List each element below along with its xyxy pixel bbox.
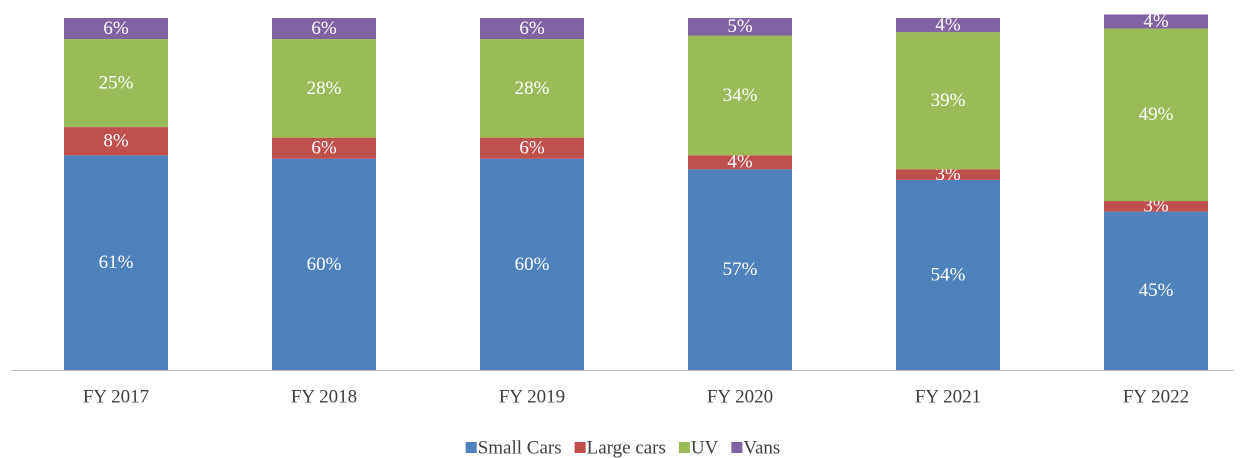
bar-segment bbox=[272, 158, 376, 370]
data-label: 28% bbox=[307, 78, 342, 99]
data-label: 6% bbox=[103, 18, 129, 39]
data-label: 39% bbox=[931, 90, 966, 111]
bar-segment bbox=[1104, 201, 1208, 212]
bar-segment bbox=[1104, 211, 1208, 370]
bar-segment bbox=[480, 39, 584, 138]
data-label: 60% bbox=[515, 254, 550, 275]
bar-segment bbox=[1104, 14, 1208, 29]
bar-segment bbox=[64, 155, 168, 370]
legend-label: Small Cars bbox=[478, 437, 562, 458]
data-label: 57% bbox=[723, 259, 758, 280]
data-label: 34% bbox=[723, 85, 758, 106]
bar-segment bbox=[64, 39, 168, 128]
bar-segment bbox=[896, 32, 1000, 170]
data-label: 6% bbox=[519, 18, 545, 39]
legend-label: Large cars bbox=[587, 437, 666, 458]
bar-segment bbox=[272, 18, 376, 40]
legend: Small Cars Large cars UV Vans bbox=[465, 437, 780, 458]
bar-segment bbox=[272, 137, 376, 159]
data-label: 4% bbox=[1143, 11, 1169, 32]
data-label: 4% bbox=[727, 152, 753, 173]
x-tick-label: FY 2019 bbox=[499, 386, 565, 407]
data-label: 28% bbox=[515, 78, 550, 99]
legend-label: UV bbox=[691, 437, 719, 458]
legend-swatch bbox=[574, 442, 586, 453]
x-tick-label: FY 2017 bbox=[83, 386, 149, 407]
bar-segment bbox=[1104, 28, 1208, 202]
legend-swatch bbox=[731, 442, 743, 453]
data-label: 45% bbox=[1139, 280, 1174, 301]
bar-segment bbox=[480, 18, 584, 40]
x-tick-label: FY 2022 bbox=[1123, 386, 1189, 407]
data-label: 61% bbox=[99, 252, 134, 273]
data-label: 54% bbox=[931, 264, 966, 285]
bar-segment bbox=[480, 158, 584, 370]
data-label: 6% bbox=[311, 138, 337, 159]
data-label: 5% bbox=[727, 16, 753, 37]
x-tick-label: FY 2021 bbox=[915, 386, 981, 407]
legend-label: Vans bbox=[743, 437, 780, 458]
bar-segment bbox=[64, 18, 168, 40]
x-tick-label: FY 2018 bbox=[291, 386, 357, 407]
legend-swatch bbox=[465, 442, 477, 453]
bar-segment bbox=[896, 169, 1000, 180]
bar-segment bbox=[480, 137, 584, 159]
legend-swatch bbox=[678, 442, 690, 453]
bar-segment bbox=[896, 179, 1000, 370]
bar-segment bbox=[688, 18, 792, 36]
bar-segment bbox=[64, 127, 168, 156]
bar-segment bbox=[688, 169, 792, 370]
data-label: 4% bbox=[935, 14, 961, 35]
bar-segment bbox=[896, 18, 1000, 33]
data-label: 49% bbox=[1139, 104, 1174, 125]
data-label: 6% bbox=[311, 18, 337, 39]
bar-segment bbox=[688, 155, 792, 170]
x-tick-label: FY 2020 bbox=[707, 386, 773, 407]
bar-segment bbox=[272, 39, 376, 138]
bar-segment bbox=[688, 35, 792, 156]
data-label: 25% bbox=[99, 72, 134, 93]
data-label: 8% bbox=[103, 131, 129, 152]
data-label: 6% bbox=[519, 138, 545, 159]
data-label: 60% bbox=[307, 254, 342, 275]
